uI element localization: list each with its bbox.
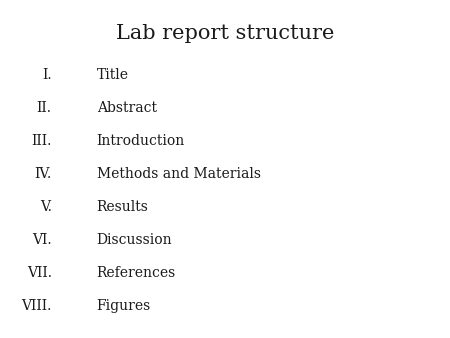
Text: VI.: VI. bbox=[32, 233, 52, 247]
Text: VIII.: VIII. bbox=[22, 299, 52, 313]
Text: VII.: VII. bbox=[27, 266, 52, 280]
Text: Lab report structure: Lab report structure bbox=[116, 24, 334, 43]
Text: Figures: Figures bbox=[97, 299, 151, 313]
Text: Discussion: Discussion bbox=[97, 233, 172, 247]
Text: III.: III. bbox=[32, 134, 52, 148]
Text: II.: II. bbox=[37, 101, 52, 115]
Text: Methods and Materials: Methods and Materials bbox=[97, 167, 261, 181]
Text: Title: Title bbox=[97, 68, 129, 81]
Text: V.: V. bbox=[40, 200, 52, 214]
Text: References: References bbox=[97, 266, 176, 280]
Text: Introduction: Introduction bbox=[97, 134, 185, 148]
Text: I.: I. bbox=[42, 68, 52, 81]
Text: Abstract: Abstract bbox=[97, 101, 157, 115]
Text: IV.: IV. bbox=[35, 167, 52, 181]
Text: Results: Results bbox=[97, 200, 148, 214]
